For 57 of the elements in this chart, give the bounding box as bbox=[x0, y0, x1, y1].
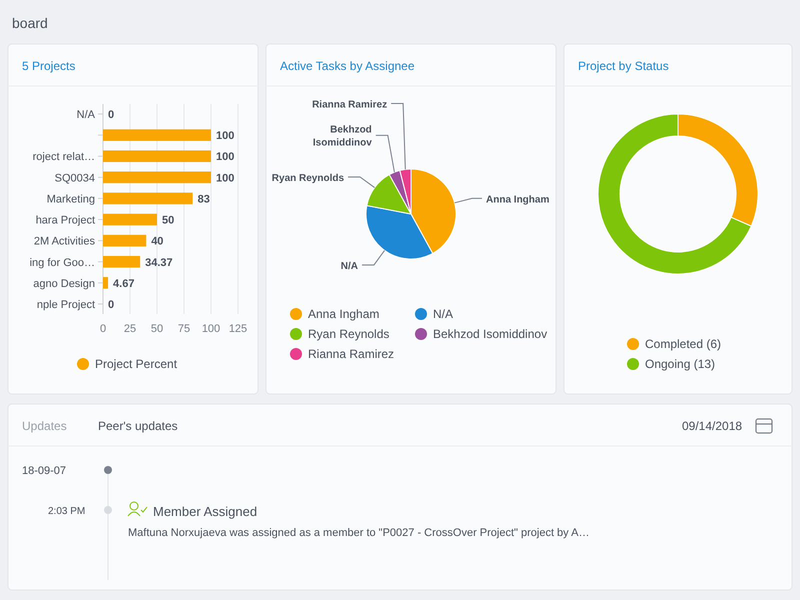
legend-label: N/A bbox=[433, 307, 454, 321]
y-tick-label: SQ0034 bbox=[54, 172, 95, 184]
data-label: 50 bbox=[162, 214, 174, 227]
legend-label: Ongoing (13) bbox=[645, 357, 716, 371]
legend-label: Completed (6) bbox=[645, 337, 722, 351]
text: Maftuna Norxujaeva was assigned as a member to "P0027 - CrossOver Project" project by A… bbox=[128, 527, 590, 539]
x-tick-label: 25 bbox=[124, 323, 136, 335]
chart-title: Project by Status bbox=[578, 59, 669, 73]
y-tick-label: ing for Goo… bbox=[30, 256, 95, 269]
text: Peer's updates bbox=[98, 419, 178, 433]
x-tick-label: 50 bbox=[150, 323, 164, 335]
bar bbox=[103, 129, 211, 141]
data-label: 100 bbox=[216, 151, 234, 164]
data-label: 83 bbox=[198, 193, 210, 206]
slice-label: Anna Ingham bbox=[486, 194, 550, 206]
y-tick-label: agno Design bbox=[33, 278, 95, 290]
y-tick-label: nple Project bbox=[36, 298, 95, 311]
y-tick-label: hara Project bbox=[36, 214, 95, 227]
bar bbox=[103, 234, 146, 246]
bar bbox=[103, 277, 108, 289]
legend-label: Ryan Reynolds bbox=[308, 327, 390, 341]
x-tick-label: 75 bbox=[178, 323, 190, 335]
legend-label: Project Percent bbox=[95, 357, 178, 371]
y-tick-label: 2M Activities bbox=[34, 236, 96, 248]
data-label: 4.67 bbox=[113, 278, 134, 290]
x-tick-label: 0 bbox=[100, 323, 106, 335]
data-label: 0 bbox=[108, 109, 114, 122]
data-label: 100 bbox=[216, 172, 234, 184]
data-label: 40 bbox=[151, 236, 164, 248]
text: 2:03 PM bbox=[48, 506, 86, 517]
y-tick-label: roject relat… bbox=[32, 151, 95, 164]
bar bbox=[103, 214, 157, 226]
x-tick-label: 125 bbox=[228, 323, 248, 335]
data-label: 100 bbox=[216, 130, 234, 142]
data-label: 0 bbox=[108, 298, 114, 311]
text: 18-09-07 bbox=[22, 465, 66, 477]
chart-title: Active Tasks by Assignee bbox=[280, 59, 415, 73]
slice-label: Rianna Ramirez bbox=[312, 99, 388, 110]
y-tick-label: N/A bbox=[76, 109, 96, 122]
y-tick-label: Marketing bbox=[46, 193, 95, 206]
legend-label: Anna Ingham bbox=[308, 307, 380, 321]
x-tick-label: 100 bbox=[202, 323, 220, 335]
slice-label: Bekhzod Isomiddinov bbox=[312, 124, 372, 148]
text: Updates bbox=[22, 419, 67, 433]
bar bbox=[103, 172, 211, 184]
text: Member Assigned bbox=[153, 504, 258, 519]
legend-label: Rianna Ramirez bbox=[308, 347, 394, 361]
slice-label: Ryan Reynolds bbox=[272, 172, 344, 184]
data-label: 34.37 bbox=[145, 256, 173, 269]
bar bbox=[103, 256, 140, 268]
text: board bbox=[12, 15, 48, 31]
text: 09/14/2018 bbox=[682, 419, 742, 433]
bar bbox=[103, 150, 211, 162]
chart-title: 5 Projects bbox=[22, 59, 76, 73]
bar bbox=[103, 192, 193, 204]
slice-label: N/A bbox=[340, 260, 358, 272]
legend-label: Bekhzod Isomiddinov bbox=[433, 327, 548, 341]
